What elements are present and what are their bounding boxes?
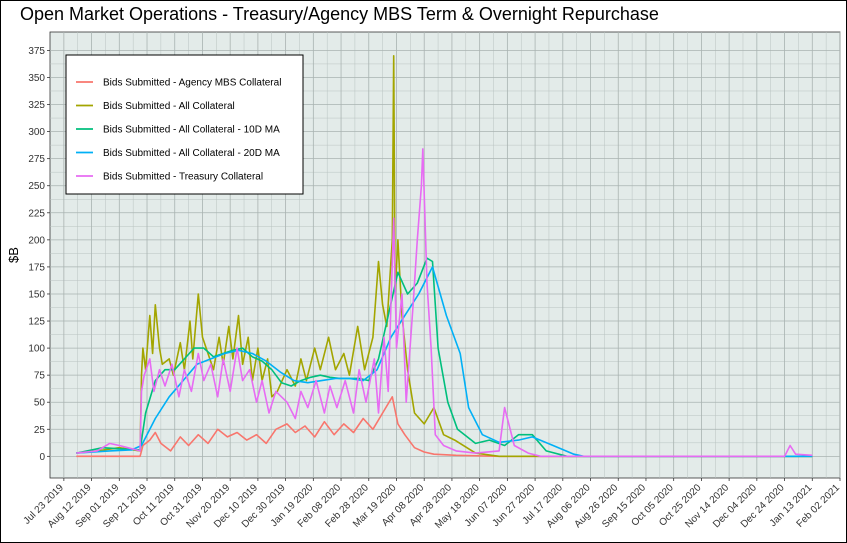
y-tick-label: 150 xyxy=(28,289,45,300)
legend-label-4: Bids Submitted - All Collateral - 20D MA xyxy=(103,148,280,159)
legend-label-5: Bids Submitted - Treasury Collateral xyxy=(103,172,263,183)
series-layer xyxy=(76,55,813,458)
grid-major xyxy=(50,32,841,478)
legend-box xyxy=(65,54,304,195)
series-line-3 xyxy=(76,257,813,458)
chart-title: Open Market Operations - Treasury/Agency… xyxy=(20,4,659,24)
y-tick-label: 75 xyxy=(34,371,46,382)
y-tick-label: 50 xyxy=(34,398,46,409)
series-line-1 xyxy=(76,396,813,458)
legend-label-2: Bids Submitted - All Collateral xyxy=(103,101,235,112)
y-tick-label: 375 xyxy=(28,46,45,57)
series-line-2 xyxy=(76,55,813,458)
y-tick-label: 300 xyxy=(28,127,45,138)
y-tick-label: 325 xyxy=(28,100,45,111)
y-tick-label: 350 xyxy=(28,73,45,84)
legend-label-3: Bids Submitted - All Collateral - 10D MA xyxy=(103,125,280,136)
legend: Bids Submitted - Agency MBS Collateral Bi… xyxy=(65,54,304,195)
y-axis-label: $B xyxy=(6,247,21,263)
series-line-4 xyxy=(76,266,813,458)
legend-label-1: Bids Submitted - Agency MBS Collateral xyxy=(103,78,281,89)
y-tick-label: 200 xyxy=(28,235,45,246)
y-axis: 0 25 50 75 100 125 150 175 200 225 250 275 300 325 350… xyxy=(28,46,50,463)
y-tick-label: 250 xyxy=(28,181,45,192)
y-tick-label: 0 xyxy=(39,452,45,463)
y-tick-label: 225 xyxy=(28,208,45,219)
y-tick-label: 275 xyxy=(28,154,45,165)
y-tick-label: 100 xyxy=(28,344,45,355)
y-tick-label: 175 xyxy=(28,262,45,273)
y-tick-label: 125 xyxy=(28,317,45,328)
series-line-5 xyxy=(76,148,813,458)
y-tick-label: 25 xyxy=(34,425,46,436)
